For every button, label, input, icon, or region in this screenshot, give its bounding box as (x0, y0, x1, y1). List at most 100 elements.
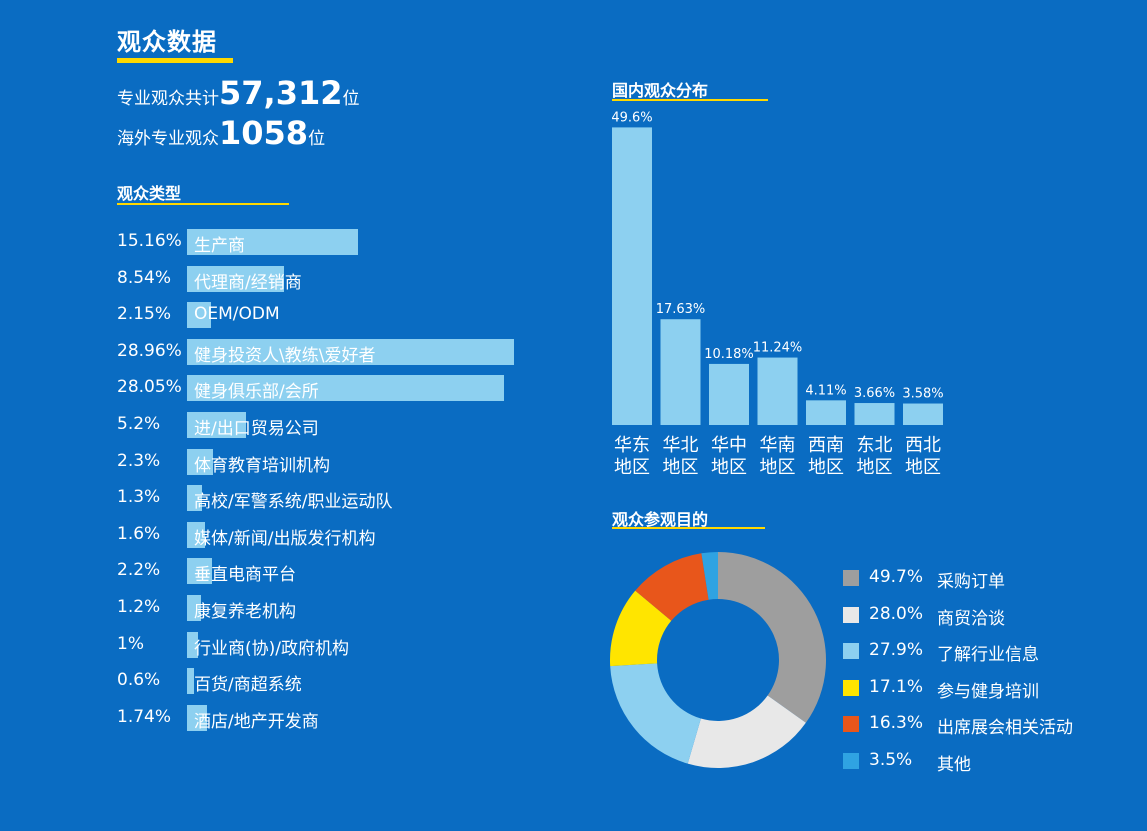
type-percent-label: 2.15% (117, 304, 172, 325)
donut-slice (687, 695, 806, 768)
region-category-label: 华中 (711, 435, 747, 456)
purpose-title: 观众参观目的 (612, 510, 709, 529)
legend-percent: 28.0% (869, 603, 924, 624)
region-category-label: 东北 (857, 435, 893, 456)
type-category-label: 康复养老机构 (194, 602, 296, 622)
legend-swatch (843, 679, 859, 696)
legend-percent: 27.9% (869, 640, 924, 660)
region-category-label: 地区 (905, 457, 941, 478)
region-value-label: 3.66% (854, 386, 895, 401)
type-bar (187, 704, 207, 731)
type-bar (187, 448, 213, 475)
region-bar (854, 403, 895, 425)
type-category-label: 百货/商超系统 (194, 675, 302, 696)
region-category-label: 地区 (857, 457, 893, 478)
visit-purpose-donut (610, 552, 826, 768)
type-percent-label: 1.3% (117, 487, 161, 508)
region-category-label: 地区 (760, 457, 796, 478)
donut-slice (635, 553, 709, 621)
type-percent-label: 28.96% (117, 340, 182, 361)
legend-swatch (843, 716, 859, 732)
region-bar (660, 319, 701, 425)
region-category-label: 地区 (614, 457, 650, 478)
legend-label: 了解行业信息 (937, 645, 1039, 665)
type-bar (187, 302, 212, 329)
legend-label: 商贸洽谈 (937, 608, 1005, 629)
type-percent-label: 2.2% (117, 560, 161, 581)
type-percent-label: 8.54% (117, 267, 172, 288)
legend-swatch (843, 752, 859, 769)
region-category-label: 华东 (614, 435, 650, 456)
donut-slice (718, 552, 826, 723)
region-category-label: 西北 (905, 435, 941, 456)
legend-label: 出席展会相关活动 (937, 718, 1073, 738)
domestic-title: 国内观众分布 (612, 81, 709, 100)
region-category-label: 华南 (760, 435, 796, 456)
type-bar (187, 668, 194, 695)
region-category-label: 华北 (663, 435, 699, 456)
region-category-label: 西南 (808, 435, 844, 456)
type-percent-label: 1.6% (117, 523, 161, 544)
type-category-label: 进/出口贸易公司 (194, 419, 319, 439)
type-category-label: 高校/军警系统/职业运动队 (194, 492, 393, 513)
region-value-label: 4.11% (805, 383, 846, 398)
region-value-label: 3.58% (902, 387, 943, 402)
title-underline (117, 58, 233, 63)
type-category-label: 健身俱乐部/会所 (194, 382, 319, 403)
region-bar (709, 363, 749, 425)
region-bar (757, 357, 798, 425)
type-bar (187, 375, 504, 402)
type-category-label: 酒店/地产开发商 (194, 711, 319, 732)
region-value-label: 11.24% (753, 341, 803, 356)
legend-percent: 49.7% (869, 567, 924, 587)
type-percent-label: 2.3% (117, 450, 161, 471)
legend-swatch (843, 606, 859, 623)
legend-swatch (843, 643, 859, 659)
type-bar (187, 229, 359, 255)
type-bar (187, 595, 201, 621)
total-value: 57,312 (219, 74, 343, 112)
domestic-title-underline (612, 99, 768, 101)
legend-label: 采购订单 (937, 572, 1005, 592)
overseas-prefix: 海外专业观众 (117, 129, 219, 149)
type-bar (187, 558, 212, 585)
total-prefix: 专业观众共计 (117, 89, 219, 109)
total-suffix: 位 (342, 89, 360, 109)
type-bar (187, 521, 206, 548)
region-category-label: 地区 (711, 457, 747, 478)
type-percent-label: 1.74% (117, 706, 172, 727)
region-bar (903, 403, 943, 425)
region-value-label: 10.18% (704, 347, 754, 362)
donut-slice (610, 663, 701, 764)
type-category-label: 健身投资人\教练\爱好者 (194, 345, 376, 366)
type-category-label: 生产商 (194, 236, 245, 256)
type-category-label: 代理商/经销商 (194, 272, 302, 293)
type-category-label: 行业商(协)/政府机构 (194, 638, 349, 659)
purpose-title-underline (612, 527, 765, 529)
overseas-visitors-line: 海外专业观众1058位 (117, 114, 325, 152)
legend-percent: 17.1% (869, 676, 924, 697)
type-percent-label: 1.2% (117, 597, 161, 617)
region-value-label: 49.6% (611, 110, 652, 125)
donut-slice (701, 552, 718, 600)
legend-swatch (843, 570, 859, 586)
type-category-label: 体育教育培训机构 (194, 455, 330, 476)
region-category-label: 地区 (663, 457, 699, 478)
type-category-label: 媒体/新闻/出版发行机构 (194, 528, 376, 549)
page-title: 观众数据 (117, 28, 217, 56)
region-bar (806, 400, 846, 425)
legend-percent: 16.3% (869, 713, 924, 733)
types-title: 观众类型 (117, 184, 182, 203)
type-percent-label: 15.16% (117, 231, 182, 251)
type-category-label: 垂直电商平台 (194, 565, 296, 586)
legend-label: 参与健身培训 (937, 681, 1039, 702)
donut-slice (610, 590, 672, 667)
region-category-label: 地区 (808, 457, 844, 478)
type-bar (187, 485, 202, 512)
type-bar (187, 265, 284, 292)
region-value-label: 17.63% (656, 302, 706, 317)
types-title-underline (117, 203, 289, 205)
overseas-suffix: 位 (308, 129, 326, 149)
type-bar (187, 412, 246, 438)
